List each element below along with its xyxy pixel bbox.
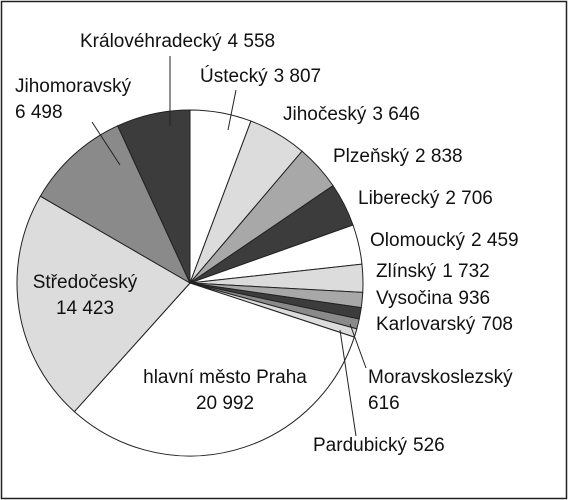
value-label: 2 838 xyxy=(415,146,463,167)
category-name: Jihomoravský xyxy=(15,76,132,97)
leader-line xyxy=(227,89,237,131)
slice-label: hlavní město Praha 20 992 xyxy=(143,367,307,414)
leader-line xyxy=(339,329,357,437)
pie-slice xyxy=(117,109,191,284)
category-name: Zlínský xyxy=(376,261,437,282)
value-label: 4 558 xyxy=(228,31,276,52)
category-name: Moravskoslezský xyxy=(368,367,513,388)
pie-slice xyxy=(39,125,192,285)
value-label: 3 646 xyxy=(372,104,420,125)
slice-label: Liberecký 2 706 xyxy=(358,188,493,209)
category-name: Plzeňský xyxy=(333,146,410,167)
slice-label: Plzeňský 2 838 xyxy=(333,146,463,167)
slice-label: Ústecký 3 807 xyxy=(200,65,321,87)
slice-label: Zlínský 1 732 xyxy=(376,261,490,282)
category-name: Středočeský xyxy=(33,272,138,293)
leader-line xyxy=(349,323,367,369)
category-name: Ústecký xyxy=(200,65,268,87)
category-name: Jihočeský xyxy=(283,104,367,125)
category-name: Pardubický xyxy=(313,435,407,456)
category-name: Karlovarský xyxy=(376,314,476,335)
value-label: 3 807 xyxy=(274,66,322,87)
category-name: hlavní město Praha xyxy=(143,367,307,388)
category-name: Královéhradecký xyxy=(80,31,222,52)
pie-slice xyxy=(16,195,191,413)
value-label: 1 732 xyxy=(442,261,490,282)
slice-label: Středočeský 14 423 xyxy=(33,272,138,319)
slice-label: Olomoucký 2 459 xyxy=(370,230,519,251)
slice-label: Královéhradecký 4 558 xyxy=(80,31,275,52)
leader-line xyxy=(91,121,121,166)
slice-label: Vysočina 936 xyxy=(376,288,490,309)
category-name: Liberecký xyxy=(358,188,440,209)
value-label: 2 459 xyxy=(471,230,519,251)
value-label: 616 xyxy=(368,393,400,414)
pie-slice xyxy=(73,282,355,457)
category-name: Olomoucký xyxy=(370,230,466,251)
value-label: 6 498 xyxy=(15,102,63,123)
slice-label: Moravskoslezský 616 xyxy=(368,367,513,414)
slice-label: Jihomoravský 6 498 xyxy=(15,76,132,123)
value-label: 2 706 xyxy=(445,188,493,209)
value-label: 936 xyxy=(458,288,490,309)
value-label: 708 xyxy=(481,314,513,335)
slice-label: Karlovarský 708 xyxy=(376,314,513,335)
value-label: 14 423 xyxy=(56,298,114,319)
value-label: 20 992 xyxy=(196,393,254,414)
category-name: Vysočina xyxy=(376,288,453,309)
slice-label: Jihočeský 3 646 xyxy=(283,104,420,125)
slice-label: Pardubický 526 xyxy=(313,435,445,456)
value-label: 526 xyxy=(413,435,445,456)
